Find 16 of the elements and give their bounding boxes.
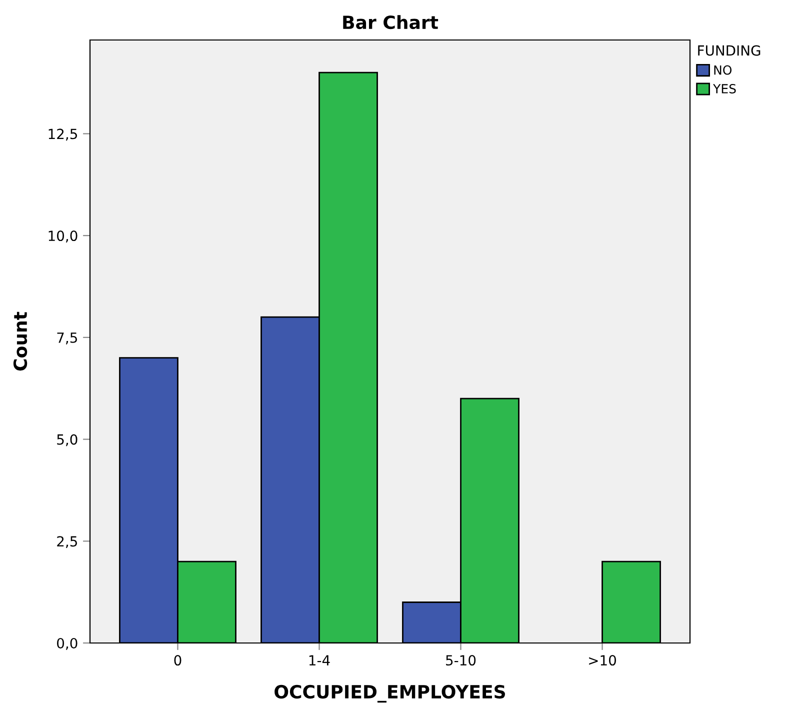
legend-label: NO xyxy=(714,65,732,75)
y-axis-title: Count xyxy=(13,312,28,371)
y-tick-label: 2,5 xyxy=(57,536,77,548)
chart-title: Bar Chart xyxy=(343,15,438,30)
y-tick-label: 5,0 xyxy=(57,434,78,446)
y-tick-label: 12,5 xyxy=(48,128,77,141)
x-axis-title: OCCUPIED_EMPLOYEES xyxy=(274,684,505,703)
y-tick-label: 7,5 xyxy=(57,332,77,344)
x-tick-label: >10 xyxy=(589,655,616,666)
y-tick-label: 0,0 xyxy=(57,638,78,650)
y-tick-label: 10,0 xyxy=(48,230,78,242)
x-tick-label: 5-10 xyxy=(446,655,476,666)
legend-label: YES xyxy=(713,84,736,94)
legend-title: FUNDING xyxy=(698,45,760,56)
x-tick-label: 0 xyxy=(174,655,182,666)
x-tick-label: 1-4 xyxy=(309,655,330,666)
